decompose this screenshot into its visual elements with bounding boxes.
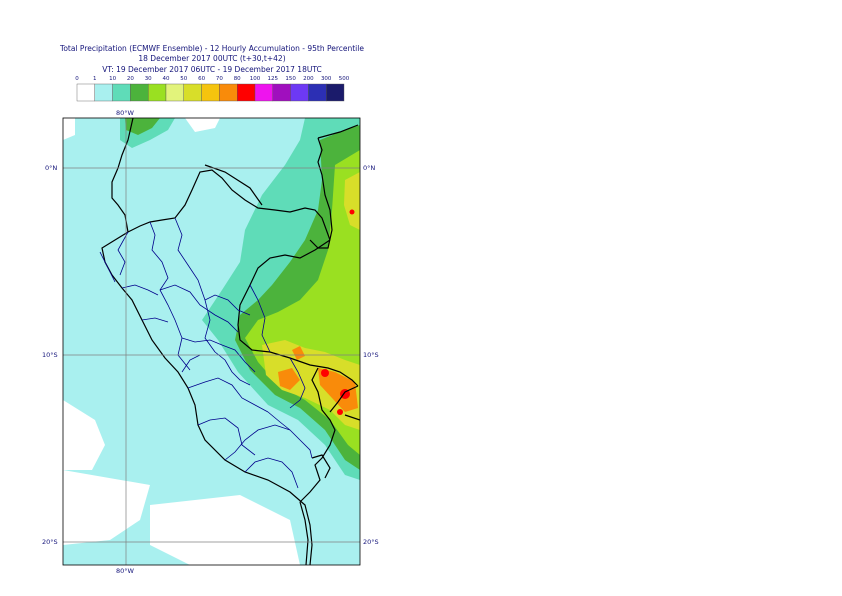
precip-max-4 xyxy=(349,209,355,215)
dry-patch-1 xyxy=(63,400,105,470)
lat-label-right-20: 20°S xyxy=(363,538,379,546)
legend-tick-label: 20 xyxy=(127,76,134,82)
valid-time-line: VT: 19 December 2017 06UTC - 19 December… xyxy=(102,65,322,74)
legend-tick-label: 150 xyxy=(285,76,296,82)
precip-band-50-80 xyxy=(278,368,300,390)
legend-tick-label: 50 xyxy=(180,76,187,82)
precip-max-1 xyxy=(321,369,329,377)
precip-band-40-50 xyxy=(262,340,360,430)
border-brazil-peru xyxy=(237,239,359,387)
precip-band-40-50-east xyxy=(344,172,360,230)
legend-tick-label: 100 xyxy=(250,76,261,82)
dry-patch-3 xyxy=(150,495,300,565)
precip-band-50-80-b xyxy=(318,368,358,412)
border-colombia xyxy=(204,124,359,249)
lat-label-right-0: 0°N xyxy=(363,164,376,172)
border-brazil-bolivia xyxy=(329,385,360,421)
border-chile xyxy=(299,501,309,565)
legend-tick-label: 0 xyxy=(75,76,79,82)
precip-max-3 xyxy=(337,409,343,415)
color-legend: 0 1 10 20 30 40 50 60 70 80 100 125 150 200 300 500 xyxy=(75,76,350,102)
legend-tick-label: 1 xyxy=(93,76,97,82)
lat-label-left-20: 20°S xyxy=(42,538,58,546)
map-title: Total Precipitation (ECMWF Ensemble) - 1… xyxy=(60,44,364,53)
lat-label-left-0: 0°N xyxy=(45,164,58,172)
legend-swatch xyxy=(326,83,345,102)
lon-label-bottom: 80°W xyxy=(116,567,134,575)
legend-tick-label: 30 xyxy=(145,76,152,82)
legend-tick-label: 60 xyxy=(198,76,205,82)
border-bolivia-peru xyxy=(299,367,336,503)
lon-label-top: 80°W xyxy=(116,109,134,117)
map-frame xyxy=(62,117,361,566)
border-ecuador-peru xyxy=(127,169,331,241)
graticule xyxy=(63,118,360,565)
lat-label-right-10: 10°S xyxy=(363,351,379,359)
legend-tick-label: 300 xyxy=(321,76,332,82)
legend-tick-label: 125 xyxy=(268,76,279,82)
dry-patch-2 xyxy=(63,470,150,545)
precip-band-50-80-c xyxy=(292,346,305,360)
lat-label-left-10: 10°S xyxy=(42,351,58,359)
legend-tick-label: 500 xyxy=(339,76,350,82)
forecast-run-line: 18 December 2017 00UTC (t+30,t+42) xyxy=(138,54,286,63)
legend-tick-label: 70 xyxy=(216,76,223,82)
legend-tick-label: 80 xyxy=(234,76,241,82)
precip-band-20-30-north xyxy=(125,118,160,135)
admin-borders xyxy=(99,217,313,489)
dry-patch-5 xyxy=(185,118,220,132)
dry-patch-4 xyxy=(63,118,75,140)
legend-tick-label: 10 xyxy=(109,76,116,82)
legend-tick-label: 40 xyxy=(163,76,170,82)
legend-tick-label: 200 xyxy=(303,76,314,82)
